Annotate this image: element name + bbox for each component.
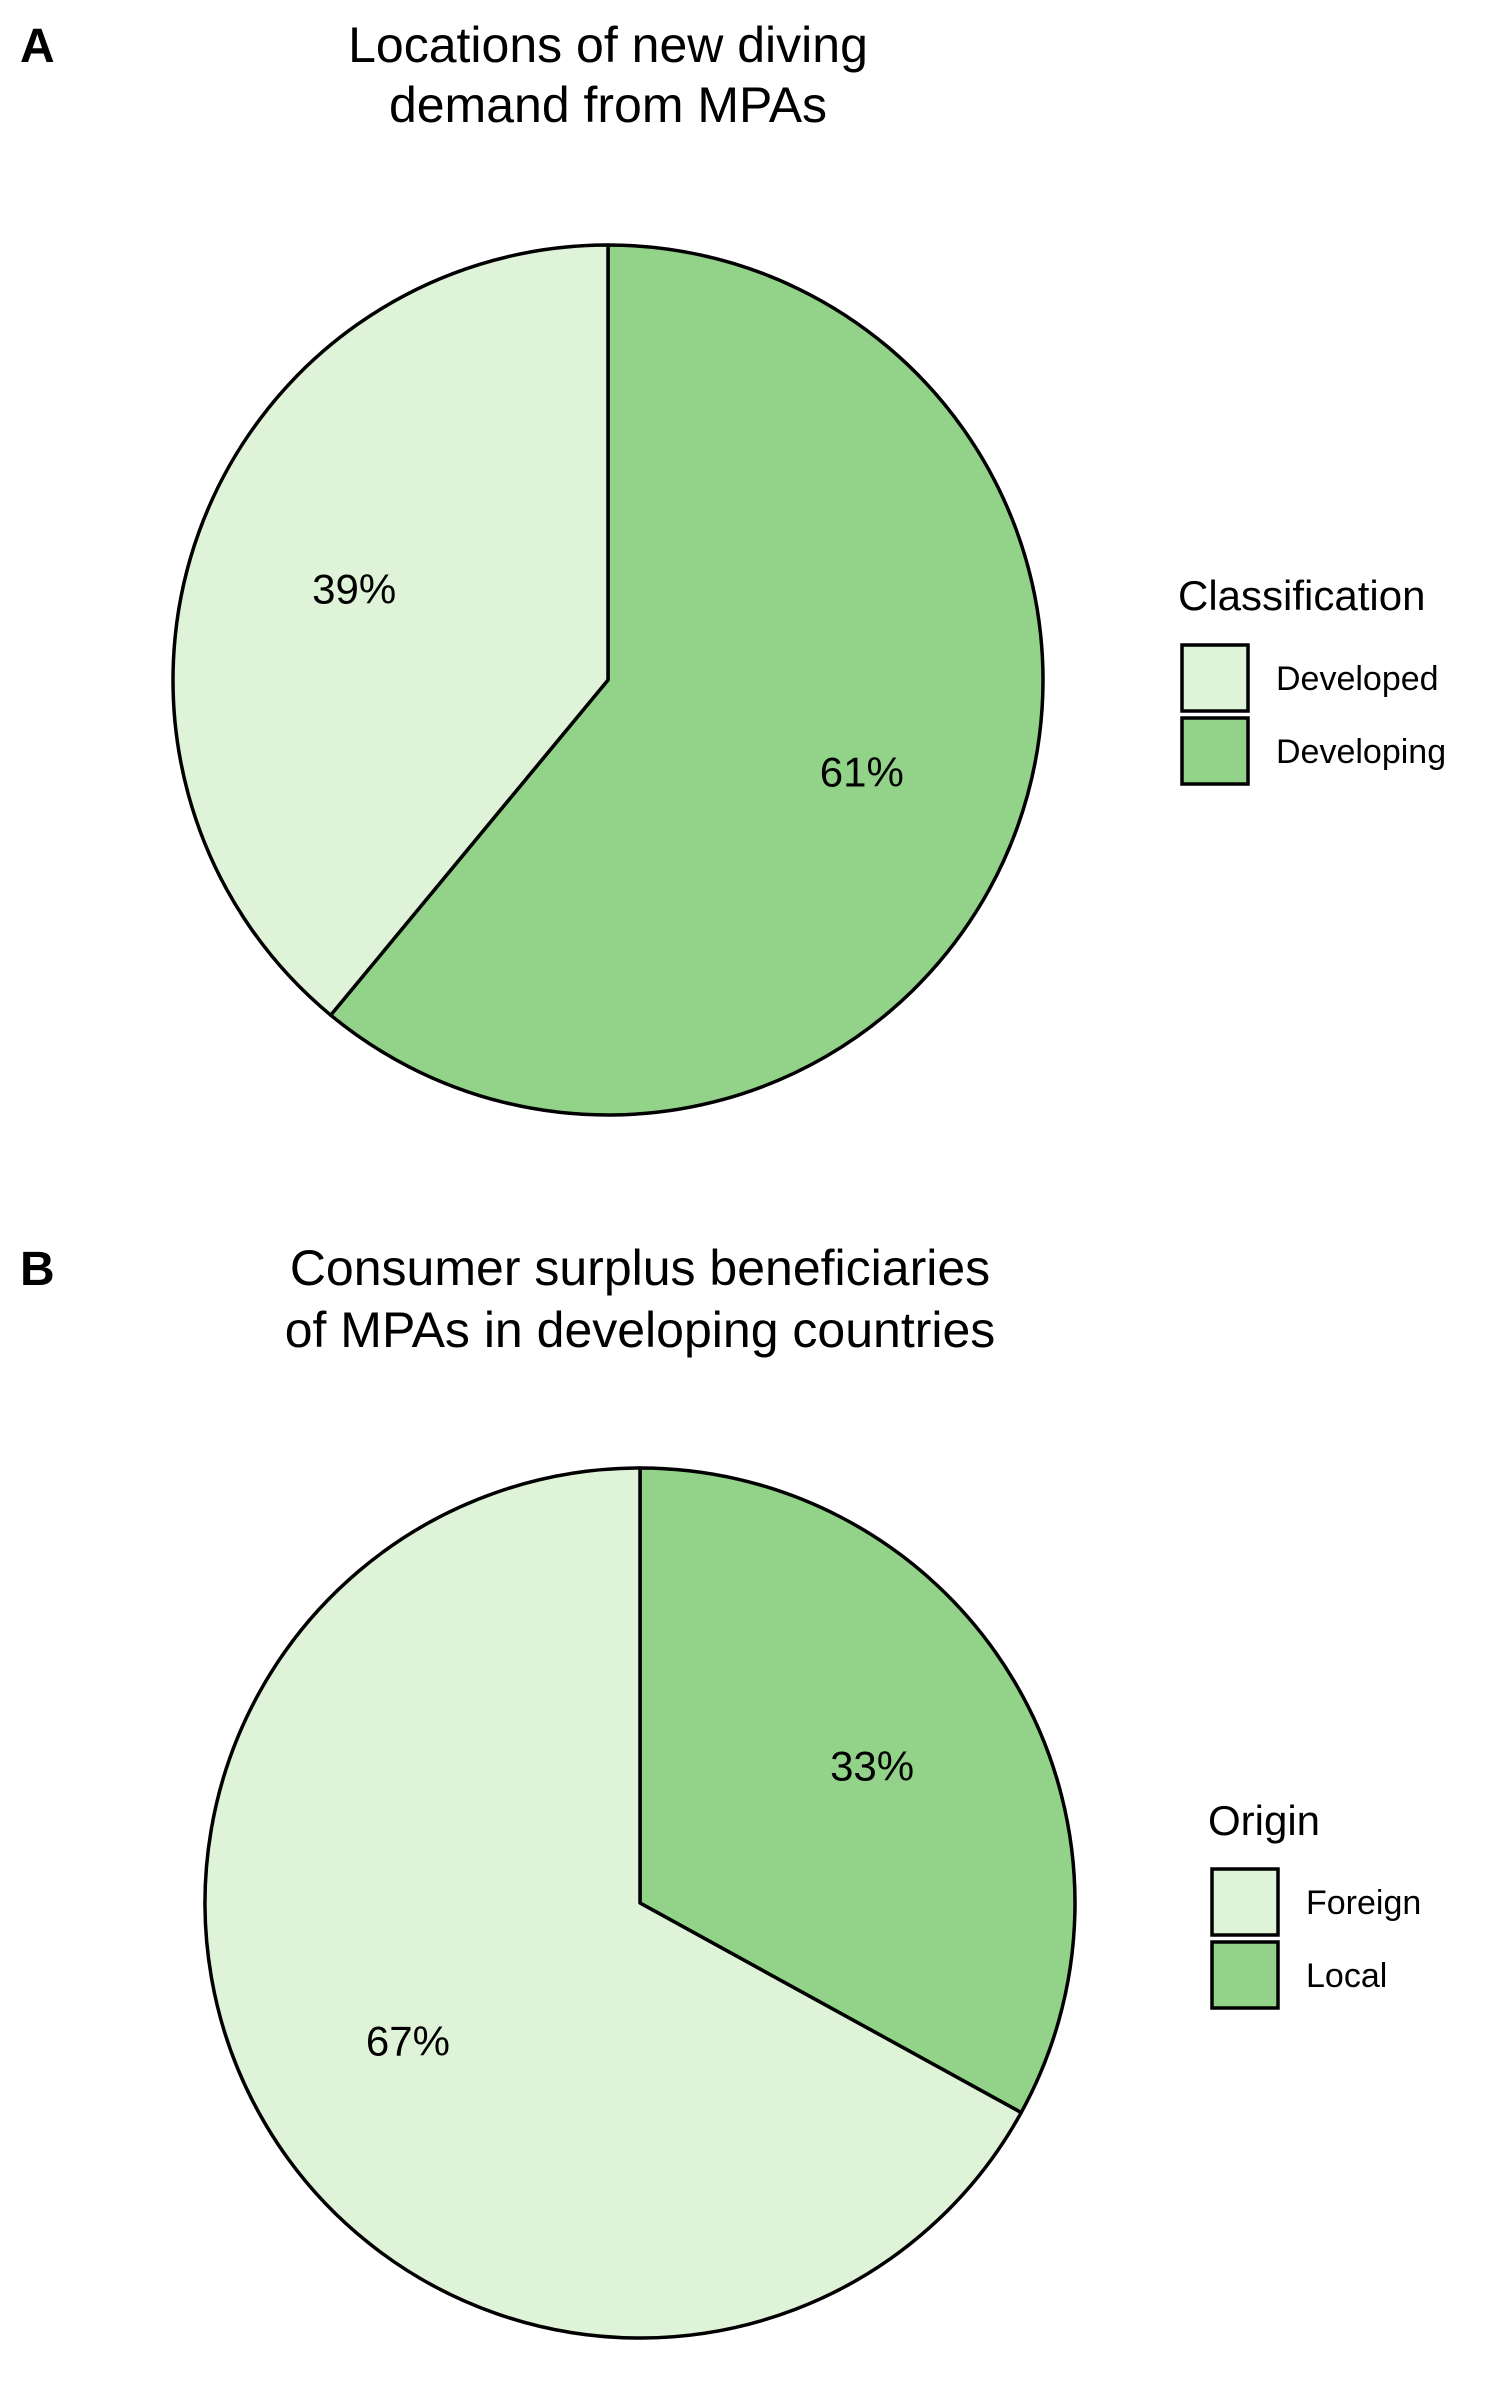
slice-label-foreign: 67%	[366, 2017, 450, 2064]
legend-b: Origin Foreign Local	[1208, 1797, 1421, 2010]
legend-key-developing	[1180, 716, 1250, 786]
chart-title-a-line-2: demand from MPAs	[389, 77, 827, 133]
chart-title-b-line-1: Consumer surplus beneficiaries	[290, 1240, 990, 1296]
pie-slice-developing	[328, 243, 1045, 1117]
legend-label-local: Local	[1306, 1957, 1387, 1995]
legend-a: Classification Developed Developing	[1178, 572, 1446, 786]
legend-label-foreign: Foreign	[1306, 1884, 1421, 1922]
pie-slice-developed	[171, 243, 610, 1017]
panel-a: A Locations of new diving demand from MP…	[20, 17, 1446, 1117]
legend-label-developing: Developing	[1276, 733, 1446, 771]
panel-label-b: B	[20, 1243, 55, 1296]
chart-title-a-line-1: Locations of new diving	[348, 17, 868, 73]
slice-label-developed: 39%	[312, 566, 396, 613]
pie-slice-foreign	[203, 1466, 1023, 2340]
legend-key-foreign	[1210, 1867, 1280, 1937]
legend-label-developed: Developed	[1276, 660, 1439, 698]
legend-key-developed	[1180, 643, 1250, 713]
legend-title-b: Origin	[1208, 1797, 1320, 1844]
pie-chart-a: 61% 39%	[171, 243, 1045, 1117]
pie-chart-b: 33% 67%	[203, 1466, 1077, 2340]
slice-label-developing: 61%	[820, 748, 904, 795]
legend-key-local	[1210, 1940, 1280, 2010]
legend-title-a: Classification	[1178, 572, 1425, 619]
pie-slice-local	[638, 1466, 1077, 2115]
panel-label-a: A	[20, 20, 55, 73]
slice-label-local: 33%	[830, 1743, 914, 1790]
panel-b: B Consumer surplus beneficiaries of MPAs…	[20, 1240, 1421, 2340]
chart-title-b-line-2: of MPAs in developing countries	[285, 1302, 996, 1358]
